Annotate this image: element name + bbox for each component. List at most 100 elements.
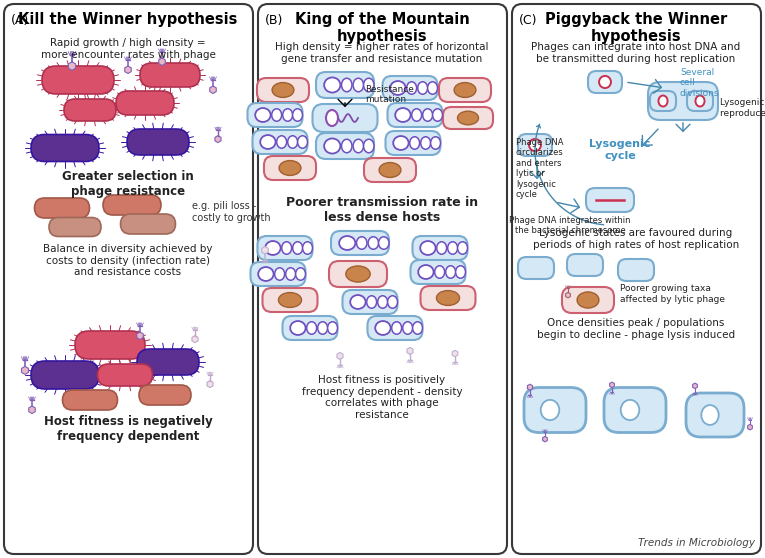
Ellipse shape xyxy=(454,83,476,98)
Ellipse shape xyxy=(418,82,428,94)
Text: Host fitness is positively
frequency dependent - density
correlates with phage
r: Host fitness is positively frequency dep… xyxy=(301,375,462,420)
FancyBboxPatch shape xyxy=(388,103,442,127)
Ellipse shape xyxy=(363,140,374,153)
Ellipse shape xyxy=(448,242,457,254)
Ellipse shape xyxy=(259,267,274,281)
Polygon shape xyxy=(210,86,216,94)
Ellipse shape xyxy=(303,242,312,254)
FancyBboxPatch shape xyxy=(382,76,438,100)
Text: Rapid growth / high density =
more encounter rates with phage: Rapid growth / high density = more encou… xyxy=(41,38,216,60)
Text: Several
cell
divisions: Several cell divisions xyxy=(680,68,720,98)
FancyBboxPatch shape xyxy=(367,316,422,340)
Text: Phage DNA
circularizes
and enters
lytic or
lysogenic
cycle: Phage DNA circularizes and enters lytic … xyxy=(516,138,564,199)
FancyBboxPatch shape xyxy=(364,158,416,182)
Text: Piggyback the Winner
hypothesis: Piggyback the Winner hypothesis xyxy=(545,12,727,45)
FancyBboxPatch shape xyxy=(258,236,312,260)
Ellipse shape xyxy=(353,140,363,153)
Polygon shape xyxy=(29,406,35,413)
Text: Kill the Winner hypothesis: Kill the Winner hypothesis xyxy=(18,12,238,27)
Ellipse shape xyxy=(295,268,305,280)
Ellipse shape xyxy=(317,322,327,334)
Ellipse shape xyxy=(392,322,402,334)
FancyBboxPatch shape xyxy=(262,288,317,312)
FancyBboxPatch shape xyxy=(264,156,316,180)
Polygon shape xyxy=(159,58,165,65)
Ellipse shape xyxy=(446,266,456,278)
Ellipse shape xyxy=(282,242,291,254)
Ellipse shape xyxy=(412,322,422,334)
Polygon shape xyxy=(565,292,571,298)
FancyBboxPatch shape xyxy=(562,287,614,313)
Ellipse shape xyxy=(435,266,444,278)
FancyBboxPatch shape xyxy=(103,195,161,215)
FancyBboxPatch shape xyxy=(687,91,713,111)
Text: Phage DNA integrates within
the bacterial chromosome: Phage DNA integrates within the bacteria… xyxy=(509,216,631,235)
Text: Resistance
mutation: Resistance mutation xyxy=(365,85,414,104)
Ellipse shape xyxy=(339,236,356,250)
Text: (A): (A) xyxy=(11,14,29,27)
Ellipse shape xyxy=(341,140,352,153)
Polygon shape xyxy=(527,384,532,390)
FancyBboxPatch shape xyxy=(518,257,554,279)
Text: Lysogenic
cycle: Lysogenic cycle xyxy=(589,139,651,161)
Text: Phages can integrate into host DNA and
be transmitted during host replication: Phages can integrate into host DNA and b… xyxy=(532,42,741,64)
Ellipse shape xyxy=(326,110,338,126)
Ellipse shape xyxy=(379,237,389,249)
Ellipse shape xyxy=(432,109,442,121)
Text: Lysogenic bacterium
reproduces normally: Lysogenic bacterium reproduces normally xyxy=(720,98,765,118)
FancyBboxPatch shape xyxy=(512,4,761,554)
Ellipse shape xyxy=(541,400,559,420)
Polygon shape xyxy=(192,335,198,343)
Ellipse shape xyxy=(620,400,640,420)
FancyBboxPatch shape xyxy=(250,262,305,286)
FancyBboxPatch shape xyxy=(331,231,389,255)
Text: Poorer transmission rate in
less dense hosts: Poorer transmission rate in less dense h… xyxy=(286,196,478,224)
FancyBboxPatch shape xyxy=(518,134,552,156)
Polygon shape xyxy=(610,382,614,388)
FancyBboxPatch shape xyxy=(329,261,387,287)
Polygon shape xyxy=(68,62,76,70)
Polygon shape xyxy=(337,353,343,359)
FancyBboxPatch shape xyxy=(121,214,175,234)
Ellipse shape xyxy=(366,296,376,308)
Ellipse shape xyxy=(290,321,305,335)
Ellipse shape xyxy=(431,137,441,149)
FancyBboxPatch shape xyxy=(604,387,666,432)
Ellipse shape xyxy=(402,322,412,334)
FancyBboxPatch shape xyxy=(63,390,118,410)
Ellipse shape xyxy=(410,137,419,149)
Ellipse shape xyxy=(659,95,668,107)
Polygon shape xyxy=(262,247,269,254)
FancyBboxPatch shape xyxy=(248,103,302,127)
Ellipse shape xyxy=(307,322,317,334)
FancyBboxPatch shape xyxy=(386,131,441,155)
Ellipse shape xyxy=(256,108,271,122)
FancyBboxPatch shape xyxy=(567,254,603,276)
Ellipse shape xyxy=(293,242,303,254)
FancyBboxPatch shape xyxy=(411,260,465,284)
Ellipse shape xyxy=(283,109,292,121)
FancyBboxPatch shape xyxy=(650,91,676,111)
Polygon shape xyxy=(692,383,698,388)
FancyBboxPatch shape xyxy=(443,107,493,129)
Ellipse shape xyxy=(428,82,438,94)
Ellipse shape xyxy=(599,76,611,88)
Ellipse shape xyxy=(457,242,467,254)
Ellipse shape xyxy=(272,109,282,121)
FancyBboxPatch shape xyxy=(252,130,308,154)
Ellipse shape xyxy=(421,137,431,149)
Ellipse shape xyxy=(356,237,367,249)
FancyBboxPatch shape xyxy=(31,134,99,161)
FancyBboxPatch shape xyxy=(127,129,189,155)
Text: Once densities peak / populations
begin to decline - phage lysis induced: Once densities peak / populations begin … xyxy=(537,318,735,340)
Ellipse shape xyxy=(437,291,460,305)
Ellipse shape xyxy=(368,237,379,249)
Polygon shape xyxy=(407,348,413,354)
Ellipse shape xyxy=(695,95,705,107)
Ellipse shape xyxy=(418,265,434,279)
Polygon shape xyxy=(137,332,143,339)
Ellipse shape xyxy=(298,136,308,148)
Ellipse shape xyxy=(272,83,294,98)
Ellipse shape xyxy=(275,268,285,280)
FancyBboxPatch shape xyxy=(524,387,586,432)
